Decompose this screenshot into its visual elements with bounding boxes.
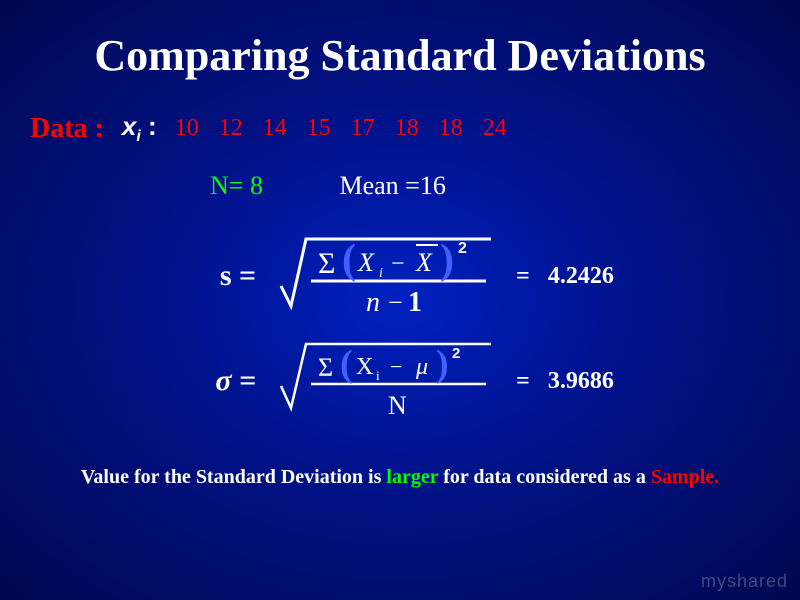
svg-text:n: n (366, 287, 380, 318)
svg-text:N: N (388, 391, 407, 420)
svg-text:2: 2 (452, 345, 460, 362)
population-result: = 3.9686 (516, 368, 614, 395)
svg-text:−: − (388, 288, 403, 317)
data-row: Data : xi : 1012141517181824 (30, 111, 760, 146)
svg-text:i: i (379, 266, 383, 281)
svg-text:−: − (390, 354, 402, 379)
slide-content: Data : xi : 1012141517181824 N= 8 Mean =… (0, 111, 800, 489)
stats-row: N= 8 Mean =16 (210, 171, 760, 201)
data-label: Data : (30, 113, 104, 145)
population-sd-svg: Σ ( X i − μ ) 2 N (276, 336, 496, 426)
sample-result: = 4.2426 (516, 263, 614, 290)
n-label: N= 8 (210, 171, 263, 200)
conclusion-text: Value for the Standard Deviation is larg… (40, 466, 760, 489)
svg-text:(: ( (342, 237, 356, 283)
svg-text:X: X (357, 248, 375, 277)
svg-text:μ: μ (415, 354, 428, 380)
population-sd-formula: σ = Σ ( X i − μ ) 2 N = 3.9686 (40, 336, 760, 426)
svg-text:2: 2 (458, 240, 467, 257)
svg-text:X: X (415, 248, 433, 277)
svg-text:): ) (436, 343, 449, 385)
svg-text:−: − (391, 251, 405, 277)
svg-text:Σ: Σ (318, 353, 333, 382)
watermark: myshared (701, 571, 788, 592)
mean-label: Mean =16 (339, 171, 445, 200)
sample-lhs: s = (186, 259, 256, 293)
svg-text:(: ( (340, 343, 353, 385)
svg-text:i: i (376, 368, 380, 383)
population-lhs: σ = (186, 364, 256, 398)
sample-sd-svg: Σ ( X i − X ) 2 n − 1 (276, 231, 496, 321)
svg-text:X: X (356, 354, 373, 380)
data-values: 1012141517181824 (175, 115, 527, 142)
slide-title: Comparing Standard Deviations (0, 0, 800, 101)
svg-text:): ) (440, 237, 454, 283)
svg-text:1: 1 (408, 287, 422, 318)
xi-symbol: xi : (122, 111, 157, 146)
svg-text:Σ: Σ (318, 247, 335, 280)
sample-sd-formula: s = Σ ( X i − X ) 2 n − 1 (40, 231, 760, 321)
